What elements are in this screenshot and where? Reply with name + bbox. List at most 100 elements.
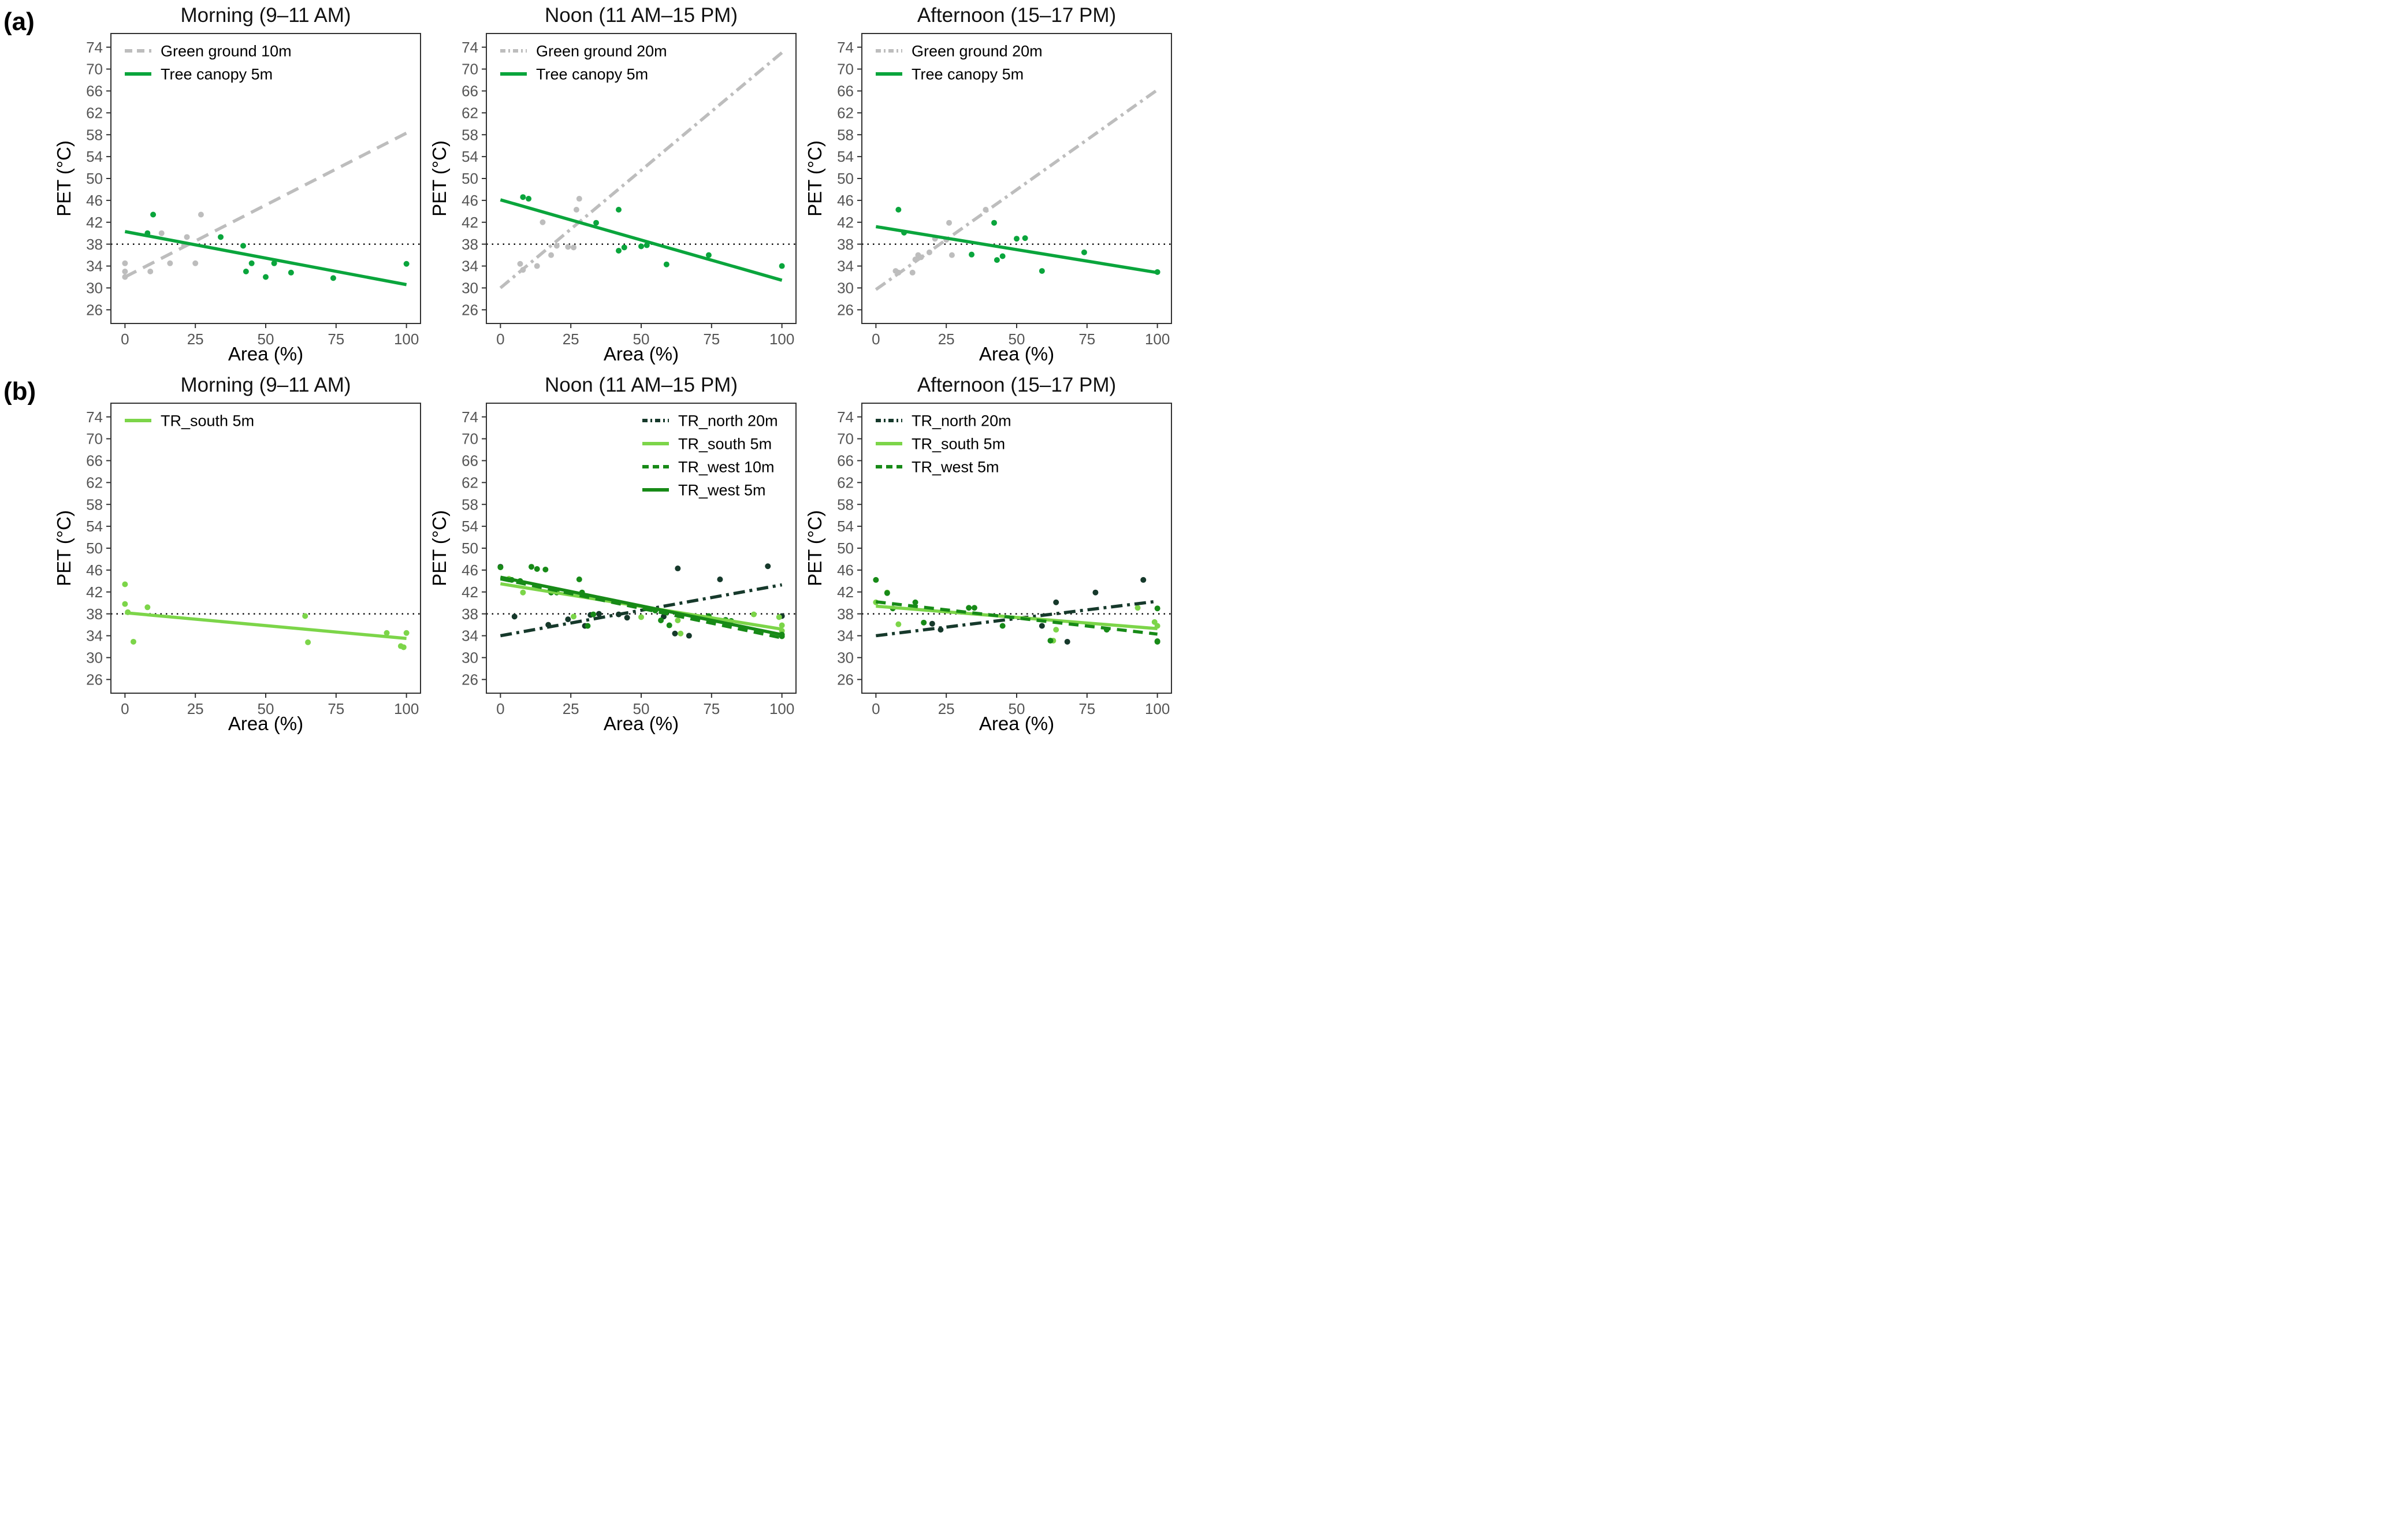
svg-text:0: 0 (496, 700, 504, 717)
svg-text:Green ground 20m: Green ground 20m (536, 42, 667, 59)
svg-text:30: 30 (86, 649, 103, 667)
svg-text:Area (%): Area (%) (228, 713, 303, 734)
svg-text:46: 46 (86, 561, 103, 579)
svg-text:100: 100 (1145, 700, 1170, 717)
svg-text:PET (°C): PET (°C) (804, 140, 825, 217)
svg-text:26: 26 (462, 671, 478, 688)
svg-text:TR_west 10m: TR_west 10m (678, 458, 775, 475)
svg-text:42: 42 (86, 583, 103, 601)
svg-text:Area (%): Area (%) (604, 713, 679, 734)
svg-text:42: 42 (837, 583, 854, 601)
row-a-label: (a) (3, 8, 35, 36)
svg-text:30: 30 (462, 649, 478, 667)
svg-text:TR_north 20m: TR_north 20m (912, 412, 1011, 429)
svg-text:25: 25 (187, 330, 204, 348)
svg-text:34: 34 (462, 258, 478, 275)
svg-text:46: 46 (837, 192, 854, 209)
svg-text:58: 58 (86, 126, 103, 143)
svg-text:54: 54 (86, 518, 103, 535)
svg-text:74: 74 (462, 39, 478, 56)
svg-text:0: 0 (872, 700, 880, 717)
svg-text:25: 25 (187, 700, 204, 717)
svg-text:0: 0 (496, 330, 504, 348)
svg-text:100: 100 (1145, 330, 1170, 348)
svg-text:66: 66 (837, 452, 854, 470)
svg-text:50: 50 (837, 540, 854, 557)
svg-text:58: 58 (86, 496, 103, 513)
svg-text:PET (°C): PET (°C) (429, 510, 450, 586)
svg-text:TR_south 5m: TR_south 5m (161, 412, 254, 429)
svg-text:100: 100 (769, 330, 794, 348)
svg-text:70: 70 (462, 61, 478, 78)
svg-text:100: 100 (769, 700, 794, 717)
svg-text:75: 75 (703, 700, 720, 717)
row-b-label: (b) (3, 377, 36, 406)
svg-text:TR_south 5m: TR_south 5m (912, 435, 1005, 452)
svg-text:Morning (9–11 AM): Morning (9–11 AM) (180, 5, 351, 27)
svg-text:54: 54 (86, 148, 103, 165)
svg-text:Area (%): Area (%) (604, 343, 679, 364)
svg-text:30: 30 (462, 280, 478, 297)
svg-text:Tree canopy 5m: Tree canopy 5m (161, 65, 273, 83)
svg-text:58: 58 (837, 126, 854, 143)
svg-text:Tree canopy 5m: Tree canopy 5m (912, 65, 1024, 83)
svg-text:TR_south 5m: TR_south 5m (678, 435, 772, 452)
svg-text:38: 38 (86, 236, 103, 253)
panel-a-afternoon: Afternoon (15–17 PM) 26 30 34 38 42 46 50 54 58 62… (804, 5, 1180, 374)
svg-text:74: 74 (462, 408, 478, 426)
svg-text:62: 62 (837, 474, 854, 491)
svg-text:50: 50 (258, 330, 274, 348)
svg-text:70: 70 (86, 61, 103, 78)
svg-text:PET (°C): PET (°C) (53, 140, 75, 217)
svg-text:38: 38 (837, 236, 854, 253)
svg-text:62: 62 (462, 474, 478, 491)
svg-text:Noon (11 AM–15 PM): Noon (11 AM–15 PM) (545, 374, 738, 396)
figure-row-b: (b) Morning (9–11 AM) 26 30 34 38 42 46 50 54 58 6… (3, 374, 1204, 744)
svg-text:0: 0 (121, 700, 129, 717)
svg-text:50: 50 (462, 170, 478, 187)
svg-text:30: 30 (837, 649, 854, 667)
svg-text:PET (°C): PET (°C) (429, 140, 450, 217)
svg-text:Tree canopy 5m: Tree canopy 5m (536, 65, 648, 83)
svg-text:74: 74 (86, 408, 103, 426)
svg-text:Green ground 20m: Green ground 20m (912, 42, 1043, 59)
svg-text:Area (%): Area (%) (979, 343, 1054, 364)
svg-text:TR_west 5m: TR_west 5m (678, 481, 766, 499)
svg-text:34: 34 (462, 627, 478, 645)
svg-text:Area (%): Area (%) (979, 713, 1054, 734)
svg-text:30: 30 (837, 280, 854, 297)
svg-text:46: 46 (462, 561, 478, 579)
panel-b-afternoon: Afternoon (15–17 PM) 26 30 34 38 42 46 50 54 58 62… (804, 374, 1180, 744)
svg-text:26: 26 (462, 301, 478, 318)
svg-text:PET (°C): PET (°C) (804, 510, 825, 586)
svg-text:30: 30 (86, 280, 103, 297)
svg-text:Noon (11 AM–15 PM): Noon (11 AM–15 PM) (545, 5, 738, 27)
svg-text:34: 34 (86, 627, 103, 645)
svg-text:46: 46 (837, 561, 854, 579)
svg-text:50: 50 (462, 540, 478, 557)
svg-text:Afternoon (15–17 PM): Afternoon (15–17 PM) (917, 374, 1116, 396)
svg-text:54: 54 (837, 148, 854, 165)
svg-text:PET (°C): PET (°C) (53, 510, 75, 586)
svg-text:42: 42 (837, 214, 854, 231)
figure: (a) Morning (9–11 AM) 26 30 34 38 42 46 50 54 58 6… (0, 0, 1207, 746)
svg-text:75: 75 (703, 330, 720, 348)
svg-text:TR_west 5m: TR_west 5m (912, 458, 999, 475)
svg-text:26: 26 (86, 301, 103, 318)
svg-text:50: 50 (86, 170, 103, 187)
svg-text:62: 62 (86, 104, 103, 121)
svg-text:66: 66 (86, 83, 103, 100)
svg-text:0: 0 (872, 330, 880, 348)
svg-text:62: 62 (837, 104, 854, 121)
svg-text:26: 26 (837, 671, 854, 688)
svg-text:58: 58 (462, 496, 478, 513)
svg-text:25: 25 (938, 330, 955, 348)
svg-text:Afternoon (15–17 PM): Afternoon (15–17 PM) (917, 5, 1116, 27)
svg-text:66: 66 (837, 83, 854, 100)
svg-text:75: 75 (328, 700, 344, 717)
svg-text:25: 25 (563, 330, 579, 348)
svg-text:54: 54 (837, 518, 854, 535)
panel-b-morning: Morning (9–11 AM) 26 30 34 38 42 46 50 54 58 62 66 7… (53, 374, 429, 744)
svg-text:50: 50 (837, 170, 854, 187)
svg-text:70: 70 (462, 430, 478, 448)
